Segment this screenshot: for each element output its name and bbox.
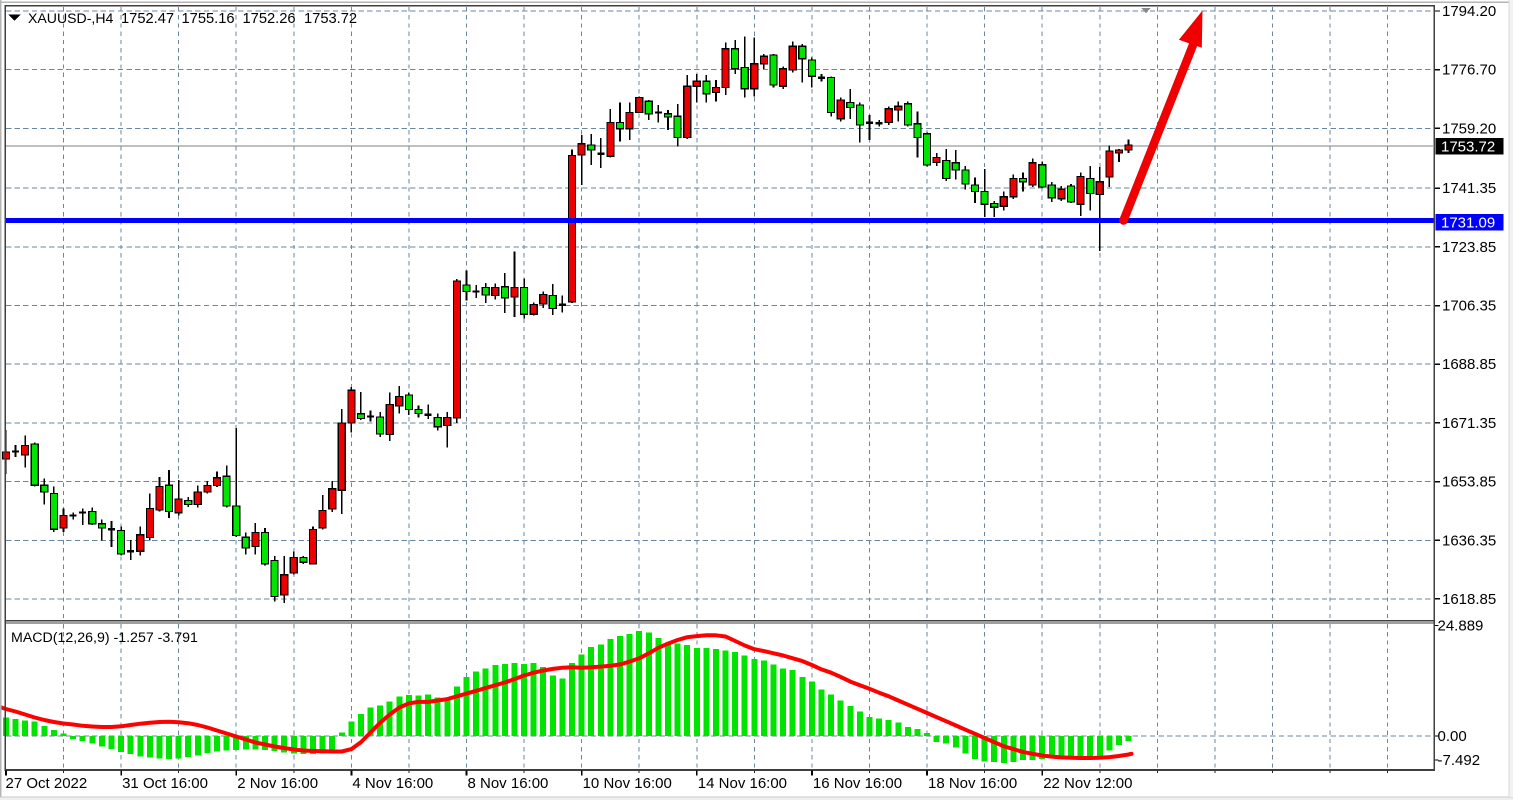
svg-text:31 Oct 16:00: 31 Oct 16:00 bbox=[122, 775, 208, 792]
svg-text:1723.85: 1723.85 bbox=[1442, 239, 1496, 256]
svg-text:1636.35: 1636.35 bbox=[1442, 532, 1496, 549]
svg-text:4 Nov 16:00: 4 Nov 16:00 bbox=[352, 775, 433, 792]
svg-text:16 Nov 16:00: 16 Nov 16:00 bbox=[813, 775, 902, 792]
svg-text:1752.47: 1752.47 bbox=[121, 11, 174, 27]
svg-text:1776.70: 1776.70 bbox=[1442, 62, 1496, 79]
svg-text:22 Nov 12:00: 22 Nov 12:00 bbox=[1043, 775, 1132, 792]
svg-text:1755.16: 1755.16 bbox=[182, 11, 235, 27]
svg-text:27 Oct 2022: 27 Oct 2022 bbox=[6, 775, 88, 792]
svg-text:1653.85: 1653.85 bbox=[1442, 474, 1496, 491]
svg-text:MACD(12,26,9) -1.257 -3.791: MACD(12,26,9) -1.257 -3.791 bbox=[11, 630, 198, 646]
svg-text:1759.20: 1759.20 bbox=[1442, 120, 1496, 137]
svg-text:1731.09: 1731.09 bbox=[1441, 215, 1495, 232]
svg-text:8 Nov 16:00: 8 Nov 16:00 bbox=[468, 775, 549, 792]
svg-text:0.00: 0.00 bbox=[1438, 728, 1467, 745]
svg-text:1671.35: 1671.35 bbox=[1442, 415, 1496, 432]
svg-text:1753.72: 1753.72 bbox=[304, 11, 357, 27]
svg-text:1688.85: 1688.85 bbox=[1442, 356, 1496, 373]
svg-text:10 Nov 16:00: 10 Nov 16:00 bbox=[583, 775, 672, 792]
svg-text:1753.72: 1753.72 bbox=[1441, 139, 1495, 156]
svg-text:1706.35: 1706.35 bbox=[1442, 298, 1496, 315]
svg-text:2 Nov 16:00: 2 Nov 16:00 bbox=[237, 775, 318, 792]
svg-text:24.889: 24.889 bbox=[1438, 618, 1484, 635]
svg-text:1794.20: 1794.20 bbox=[1442, 3, 1496, 20]
svg-text:-7.492: -7.492 bbox=[1438, 752, 1481, 769]
svg-text:XAUUSD-,H4: XAUUSD-,H4 bbox=[28, 10, 114, 26]
svg-text:1741.35: 1741.35 bbox=[1442, 180, 1496, 197]
svg-text:1752.26: 1752.26 bbox=[243, 11, 296, 27]
svg-text:1618.85: 1618.85 bbox=[1442, 591, 1496, 608]
svg-text:18 Nov 16:00: 18 Nov 16:00 bbox=[928, 775, 1017, 792]
svg-text:14 Nov 16:00: 14 Nov 16:00 bbox=[698, 775, 787, 792]
